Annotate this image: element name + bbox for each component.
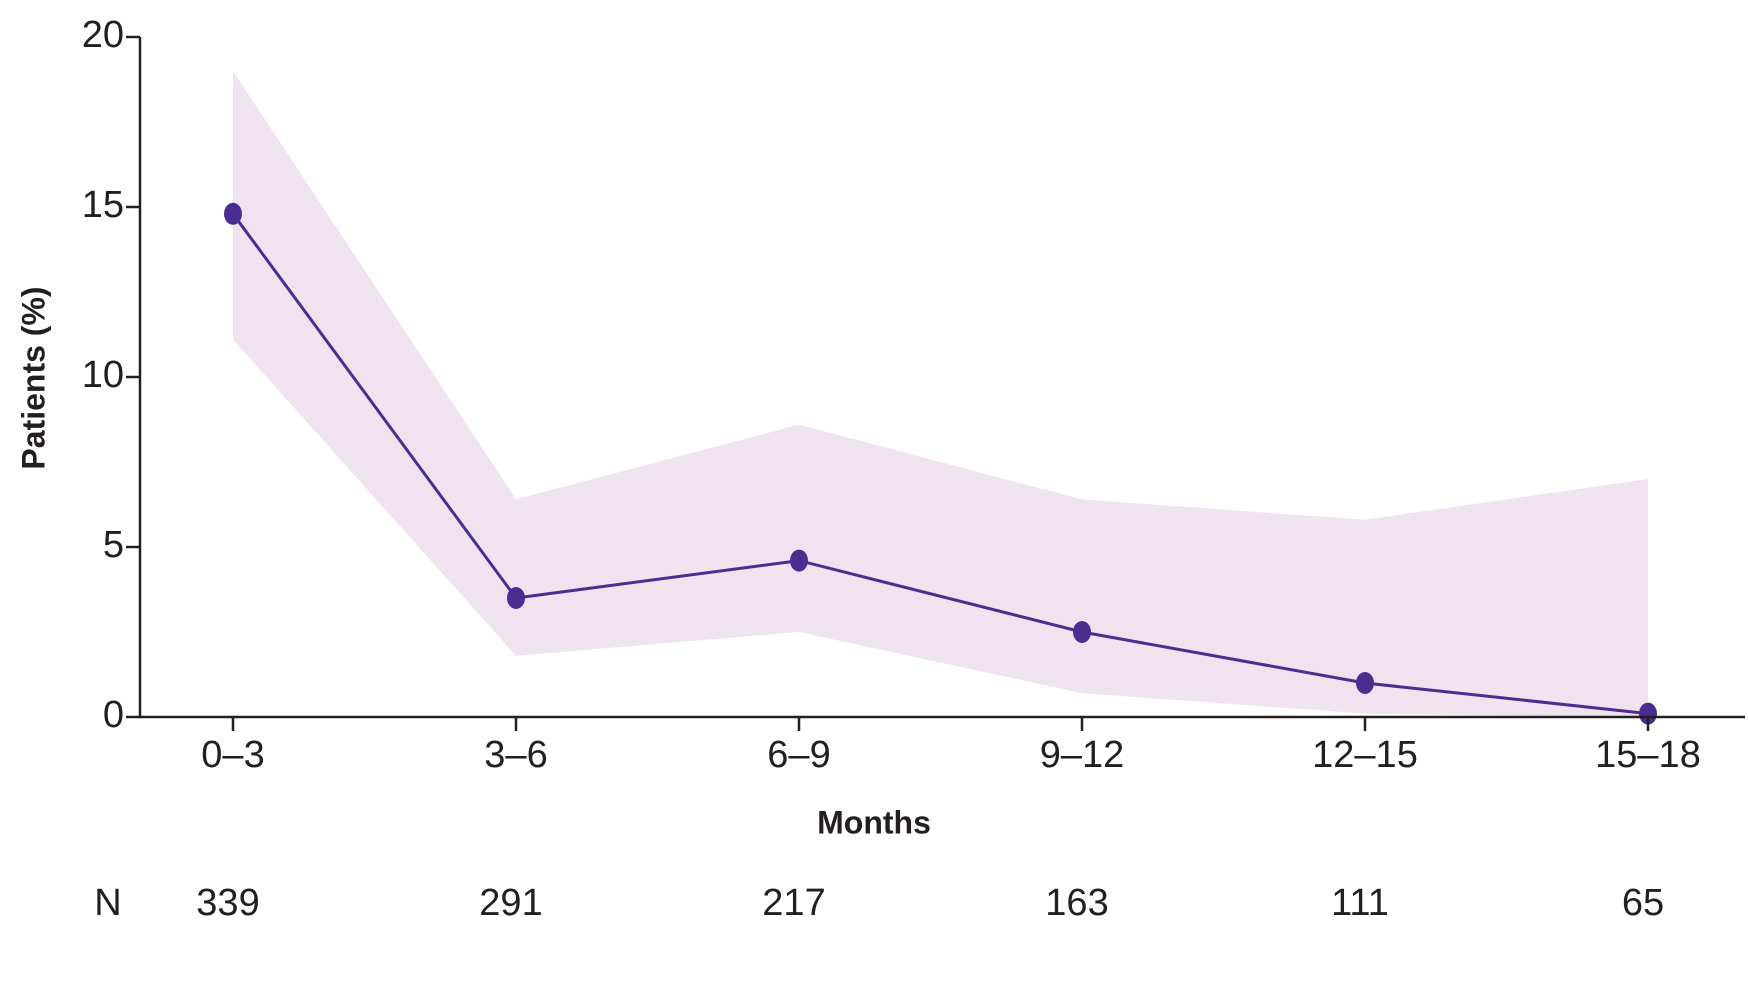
x-tick-label: 9–12 — [1040, 734, 1125, 776]
n-value: 163 — [1045, 882, 1108, 924]
n-label: N — [94, 882, 121, 924]
marker — [1356, 672, 1374, 694]
marker — [1639, 702, 1657, 725]
y-tick-label: 0 — [103, 694, 124, 736]
marker — [507, 587, 525, 609]
x-tick-label: 6–9 — [767, 734, 830, 776]
y-axis-label: Patients (%) — [15, 286, 51, 469]
y-tick-label: 5 — [103, 524, 124, 566]
n-value: 339 — [196, 882, 259, 924]
marker — [1073, 621, 1091, 643]
x-tick-label: 3–6 — [484, 734, 547, 776]
x-tick-label: 0–3 — [201, 734, 264, 776]
marker — [224, 202, 242, 225]
n-value: 291 — [479, 882, 542, 924]
marker — [790, 549, 808, 572]
x-tick-label: 12–15 — [1312, 734, 1418, 776]
y-tick-label: 15 — [82, 184, 124, 226]
x-tick-label: 15–18 — [1595, 734, 1701, 776]
n-value: 111 — [1331, 882, 1389, 924]
y-tick-label: 10 — [82, 354, 124, 396]
confidence-band — [233, 71, 1648, 717]
n-value: 217 — [762, 882, 825, 924]
line — [231, 212, 1649, 716]
x-axis-label: Months — [817, 804, 931, 840]
n-value: 65 — [1622, 882, 1664, 924]
y-tick-label: 20 — [82, 14, 124, 56]
